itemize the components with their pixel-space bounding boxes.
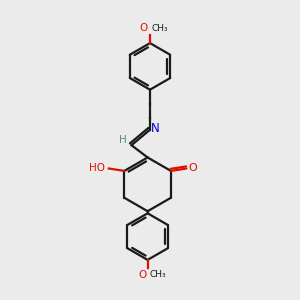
Text: O: O [139,23,148,33]
Text: O: O [138,270,146,280]
Text: CH₃: CH₃ [149,270,166,279]
Text: N: N [151,122,160,135]
Text: HO: HO [89,163,106,173]
Text: CH₃: CH₃ [151,24,168,33]
Text: H: H [119,135,127,145]
Text: O: O [189,163,197,173]
